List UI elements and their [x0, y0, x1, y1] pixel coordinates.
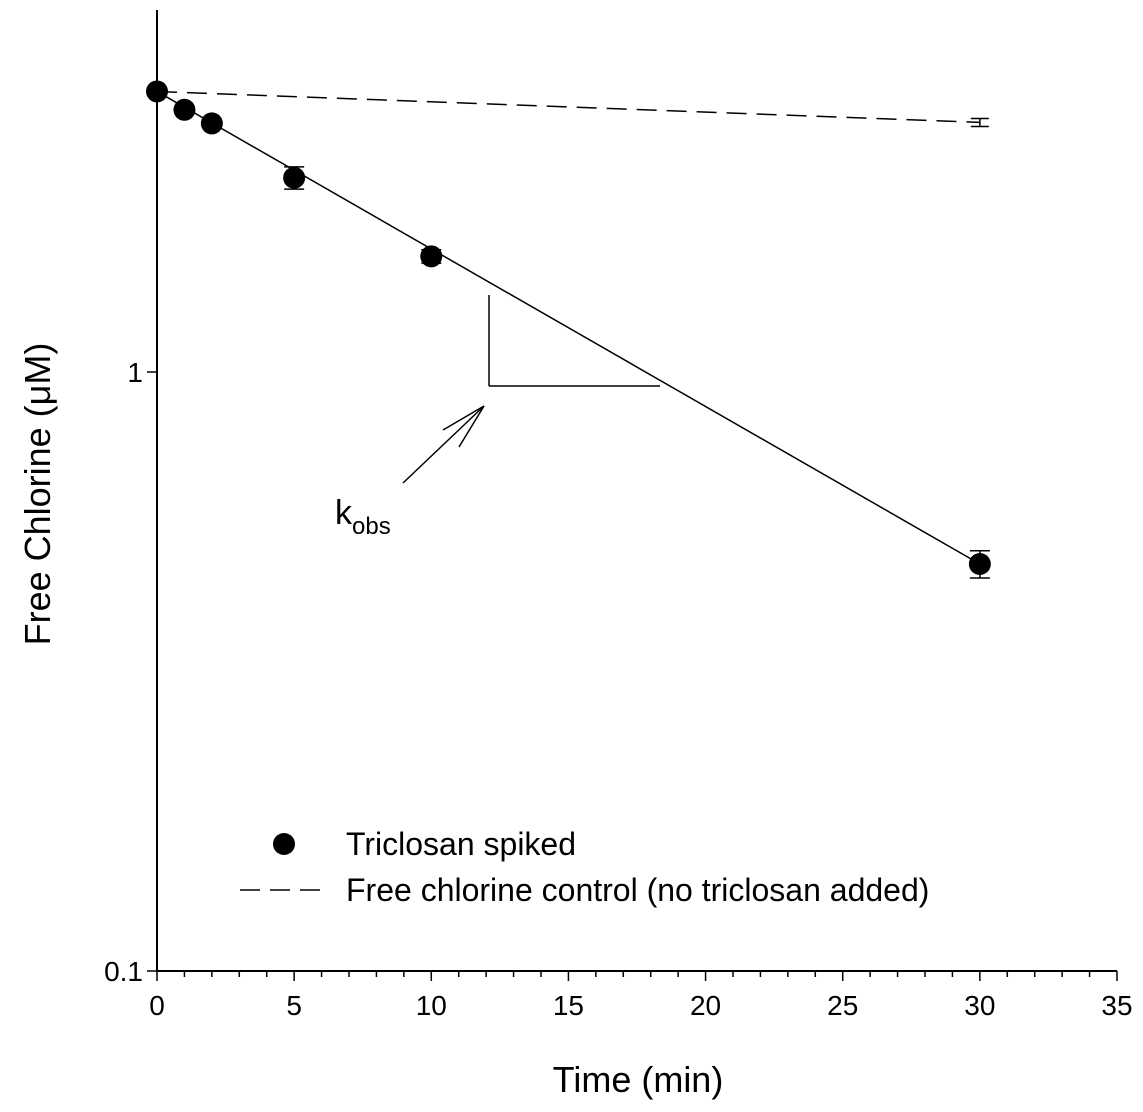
triclosan-data-point: [283, 166, 306, 189]
x-tick-label: 5: [286, 990, 302, 1021]
legend-label-control: Free chlorine control (no triclosan adde…: [346, 872, 929, 908]
kobs-label: kobs: [335, 494, 391, 540]
annotation-arrow-shaft: [402, 405, 485, 484]
x-tick-label: 0: [149, 990, 165, 1021]
series-control-line: [156, 90, 980, 124]
x-tick-label: 25: [827, 990, 858, 1021]
y-axis-title: Free Chlorine (μM): [17, 343, 58, 646]
series-triclosan-fit-line: [156, 90, 981, 565]
x-tick-label: 15: [553, 990, 584, 1021]
kobs-annotation: kobs: [335, 295, 660, 540]
triclosan-data-point: [420, 245, 443, 268]
x-tick-label: 20: [690, 990, 721, 1021]
triclosan-data-point: [146, 80, 168, 103]
x-axis-title: Time (min): [553, 1059, 724, 1100]
x-tick-label: 35: [1101, 990, 1132, 1021]
legend-marker-triclosan: [273, 833, 295, 855]
legend-label-triclosan: Triclosan spiked: [346, 826, 576, 862]
triclosan-data-point: [173, 98, 196, 121]
triclosan-data-point: [968, 553, 991, 576]
annotation-arrow-head: [442, 405, 485, 448]
axes: [156, 10, 1117, 972]
y-ticks: 0.11: [104, 357, 157, 987]
x-tick-label: 10: [416, 990, 447, 1021]
series-layer: [146, 80, 991, 579]
y-tick-label: 0.1: [104, 956, 143, 987]
triclosan-data-point: [200, 112, 223, 135]
x-tick-label: 30: [964, 990, 995, 1021]
y-tick-label: 1: [127, 357, 143, 388]
legend: Triclosan spiked Free chlorine control (…: [240, 826, 929, 908]
x-ticks: 0 5 10 15 20 25 30 35: [149, 971, 1133, 1021]
